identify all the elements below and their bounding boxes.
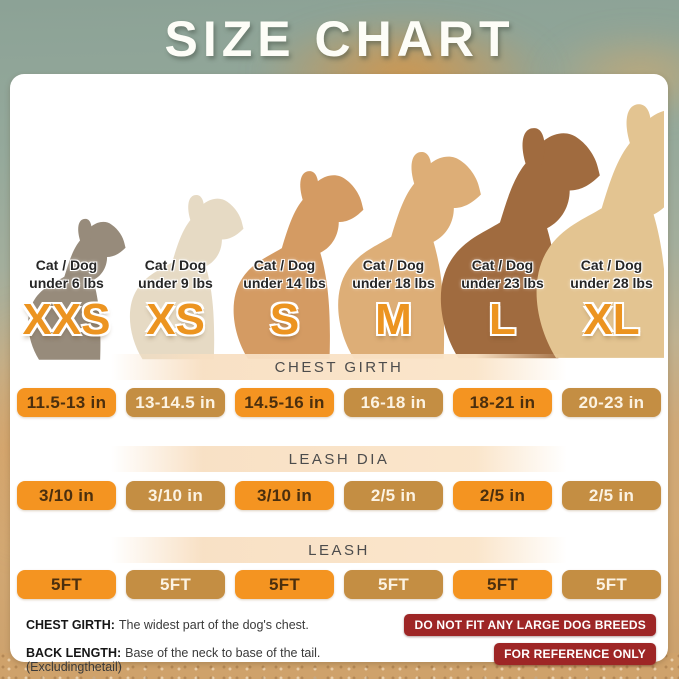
leash-dia-chip-xs: 3/10 in [126,481,225,510]
size-letters-row: XXS XS S M L XL [12,295,666,344]
size-label-m: M [375,295,412,344]
size-label-xl: XL [583,295,640,344]
column-label-m: Cat / Dog under 18 lbs [352,257,435,292]
leash-chip-xxs: 5FT [17,570,116,599]
badge-for-reference-only: FOR REFERENCE ONLY [494,643,656,665]
section-header-leash: LEASH [10,537,668,563]
leash-dia-chip-xxs: 3/10 in [17,481,116,510]
note-chest-girth: CHEST GIRTH: The widest part of the dog's… [26,618,309,632]
leash-dia-row: 3/10 in 3/10 in 3/10 in 2/5 in 2/5 in 2/… [12,481,666,510]
chest-girth-chip-s: 14.5-16 in [235,388,334,417]
chest-girth-chip-xxs: 11.5-13 in [17,388,116,417]
column-label-xs: Cat / Dog under 9 lbs [138,257,213,292]
size-label-xxs: XXS [22,295,111,344]
chest-girth-row: 11.5-13 in 13-14.5 in 14.5-16 in 16-18 i… [12,388,666,417]
leash-chip-xs: 5FT [126,570,225,599]
warning-badges: DO NOT FIT ANY LARGE DOG BREEDS FOR REFE… [404,614,656,665]
chest-girth-chip-l: 18-21 in [453,388,552,417]
chest-girth-chip-xs: 13-14.5 in [126,388,225,417]
footer-area: CHEST GIRTH: The widest part of the dog's… [26,614,656,674]
chest-girth-chip-xl: 20-23 in [562,388,661,417]
leash-chip-xl: 5FT [562,570,661,599]
size-label-s: S [269,295,300,344]
leash-chip-l: 5FT [453,570,552,599]
leash-chip-s: 5FT [235,570,334,599]
column-label-xl: Cat / Dog under 28 lbs [570,257,653,292]
leash-chip-m: 5FT [344,570,443,599]
size-label-xs: XS [146,295,205,344]
page-title: SIZE CHART [164,11,515,67]
size-label-l: L [489,295,516,344]
column-label-l: Cat / Dog under 23 lbs [461,257,544,292]
pet-weight-labels-row: Cat / Dog under 6 lbs Cat / Dog under 9 lb… [12,256,666,292]
leash-dia-chip-l: 2/5 in [453,481,552,510]
section-header-chest-girth: CHEST GIRTH [10,354,668,380]
column-label-s: Cat / Dog under 14 lbs [243,257,326,292]
measurement-notes: CHEST GIRTH: The widest part of the dog's… [26,614,404,674]
size-chart-panel: Cat / Dog under 6 lbs Cat / Dog under 9 lb… [10,74,668,674]
badge-no-large-breeds: DO NOT FIT ANY LARGE DOG BREEDS [404,614,656,636]
section-header-leash-dia: LEASH DIA [10,446,668,472]
leash-row: 5FT 5FT 5FT 5FT 5FT 5FT [12,570,666,599]
column-label-xxs: Cat / Dog under 6 lbs [29,257,104,292]
chest-girth-chip-m: 16-18 in [344,388,443,417]
note-back-length: BACK LENGTH: Base of the neck to base of … [26,646,321,674]
leash-dia-chip-xl: 2/5 in [562,481,661,510]
leash-dia-chip-m: 2/5 in [344,481,443,510]
leash-dia-chip-s: 3/10 in [235,481,334,510]
